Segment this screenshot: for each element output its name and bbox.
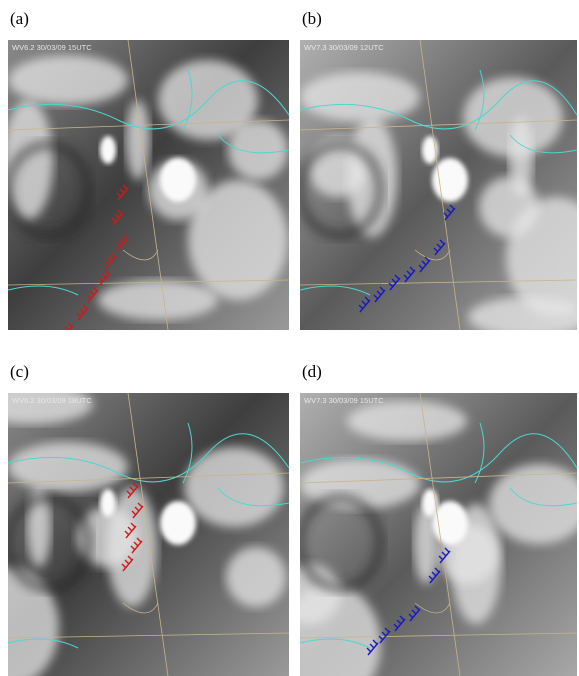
satellite-image: WV7.3 30/03/09 12UTC	[300, 40, 579, 337]
cloud-core	[100, 489, 116, 517]
panel-label: (d)	[302, 362, 322, 381]
cloud-core	[160, 158, 196, 202]
cloud	[98, 280, 218, 320]
image-caption: WV7.3 30/03/09 12UTC	[304, 43, 384, 52]
figure: (a) WV6.2 30/03/09 15UTC (b) WV7.3 30/03/09…	[0, 0, 579, 676]
wind-barb	[47, 337, 58, 352]
cloud	[300, 72, 420, 122]
image-caption: WV6.2 30/03/09 18UTC	[12, 396, 92, 405]
satellite-image: WV7.3 30/03/09 15UTC	[280, 393, 579, 676]
wind-barb	[32, 347, 43, 362]
cloud-core	[160, 501, 196, 545]
panel-label: (a)	[10, 9, 29, 28]
cloud	[8, 55, 128, 105]
cloud	[347, 401, 467, 441]
image-caption: WV7.3 30/03/09 15UTC	[304, 396, 384, 405]
cloud	[226, 547, 286, 607]
cloud-core	[100, 136, 116, 164]
satellite-image: WV6.2 30/03/09 18UTC	[0, 384, 289, 676]
cloud	[228, 120, 288, 180]
cloud	[184, 447, 284, 527]
panel-label: (c)	[10, 362, 29, 381]
cloud	[509, 117, 533, 197]
cloud	[479, 177, 539, 237]
panel-label: (b)	[302, 9, 322, 28]
image-caption: WV6.2 30/03/09 15UTC	[12, 43, 92, 52]
cloud-core	[422, 136, 438, 164]
satellite-image: WV6.2 30/03/09 15UTC	[3, 40, 289, 362]
cloud	[8, 442, 128, 492]
